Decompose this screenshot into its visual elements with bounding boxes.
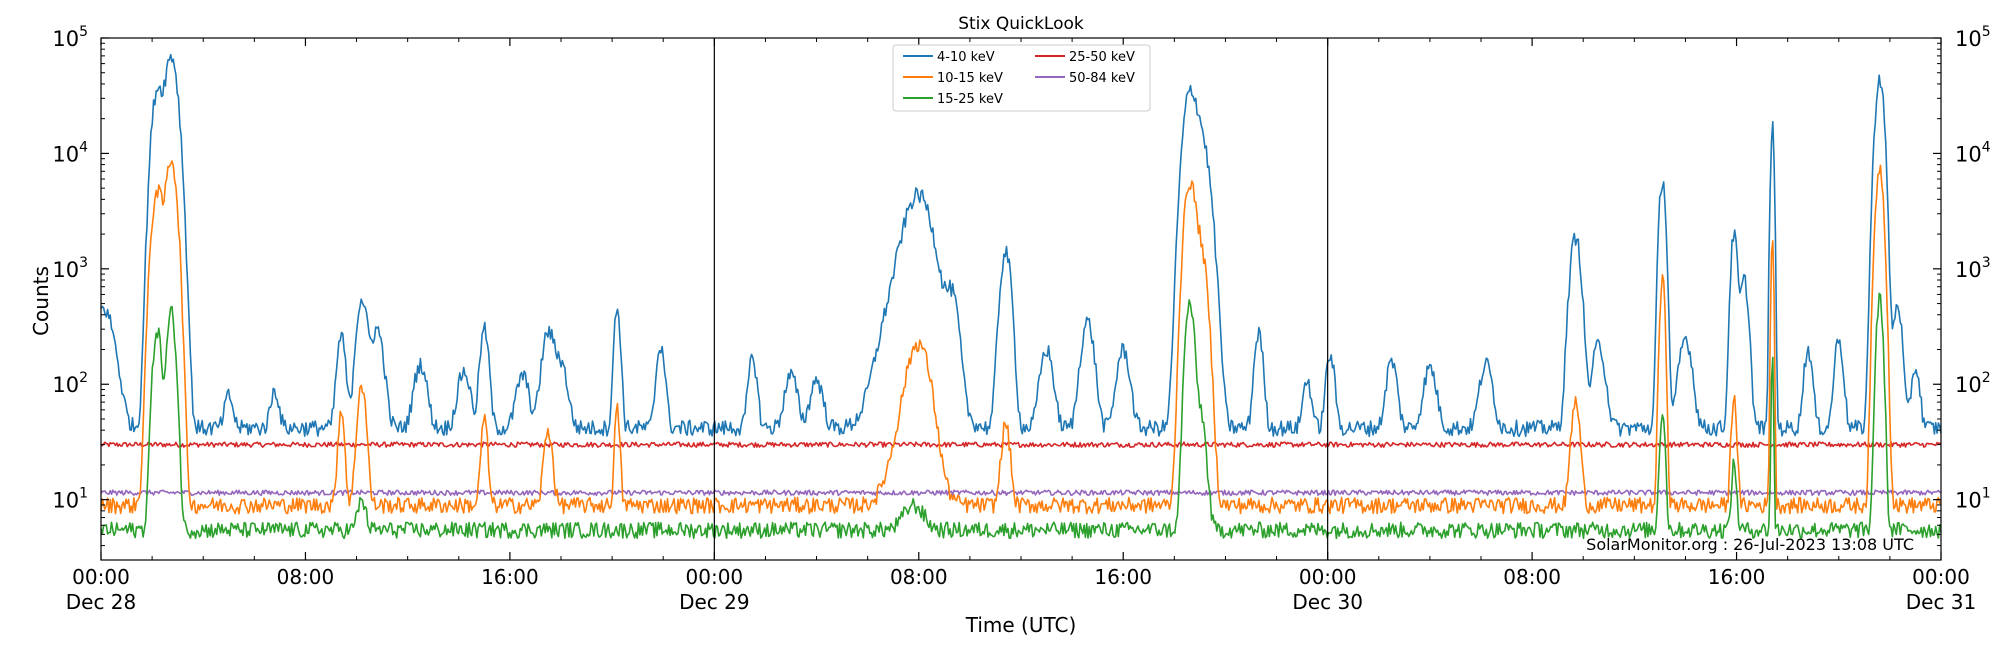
x-axis-label: Time (UTC) (965, 613, 1077, 637)
legend-label: 25-50 keV (1069, 50, 1135, 65)
legend-label: 4-10 keV (937, 50, 995, 65)
y-tick-label-right: 103 (1955, 255, 1991, 282)
source-annotation: SolarMonitor.org : 26-Jul-2023 13:08 UTC (1586, 535, 1914, 554)
y-tick-label-left: 105 (52, 24, 88, 51)
x-tick-label: 16:00 (1708, 565, 1766, 589)
x-tick-label: 00:00 (1299, 565, 1357, 589)
x-tick-label: 16:00 (1094, 565, 1152, 589)
series-line-15-25-keV (100, 292, 1942, 540)
y-tick-label-left: 101 (52, 486, 88, 513)
series-line-4-10-keV (100, 53, 1942, 438)
legend-label: 10-15 keV (937, 71, 1003, 86)
series-layer (100, 53, 1942, 540)
legend-box (892, 44, 1151, 112)
x-tick-label: 16:00 (481, 565, 539, 589)
legend-label: 50-84 keV (1069, 71, 1135, 86)
series-line-10-15-keV (100, 160, 1942, 515)
x-tick-label: 08:00 (1503, 565, 1561, 589)
y-axis-label: Counts (29, 266, 53, 336)
x-tick-label: 08:00 (277, 565, 335, 589)
day-divider-layer (713, 38, 1329, 560)
legend: 4-10 keV 10-15 keV 15-25 keV 25-50 keV 50-84… (892, 44, 1151, 112)
y-tick-label-right: 104 (1955, 139, 1991, 166)
y-tick-label-right: 101 (1955, 486, 1991, 513)
y-tick-label-right: 102 (1955, 370, 1991, 397)
x-tick-label: 08:00 (890, 565, 948, 589)
y-tick-label-left: 103 (52, 255, 88, 282)
x-tick-date-label: Dec 31 (1906, 590, 1977, 614)
x-tick-date-label: Dec 30 (1292, 590, 1363, 614)
chart-title: Stix QuickLook (958, 14, 1084, 34)
x-tick-label: 00:00 (686, 565, 744, 589)
y-tick-label-right: 105 (1955, 24, 1991, 51)
x-tick-label: 00:00 (72, 565, 130, 589)
x-tick-label: 00:00 (1912, 565, 1970, 589)
x-tick-date-label: Dec 28 (66, 590, 137, 614)
x-tick-date-label: Dec 29 (679, 590, 750, 614)
y-tick-label-left: 102 (52, 370, 88, 397)
series-line-50-84-keV (100, 489, 1942, 496)
y-tick-label-left: 104 (52, 139, 88, 166)
series-line-25-50-keV (100, 441, 1942, 448)
legend-label: 15-25 keV (937, 92, 1003, 107)
